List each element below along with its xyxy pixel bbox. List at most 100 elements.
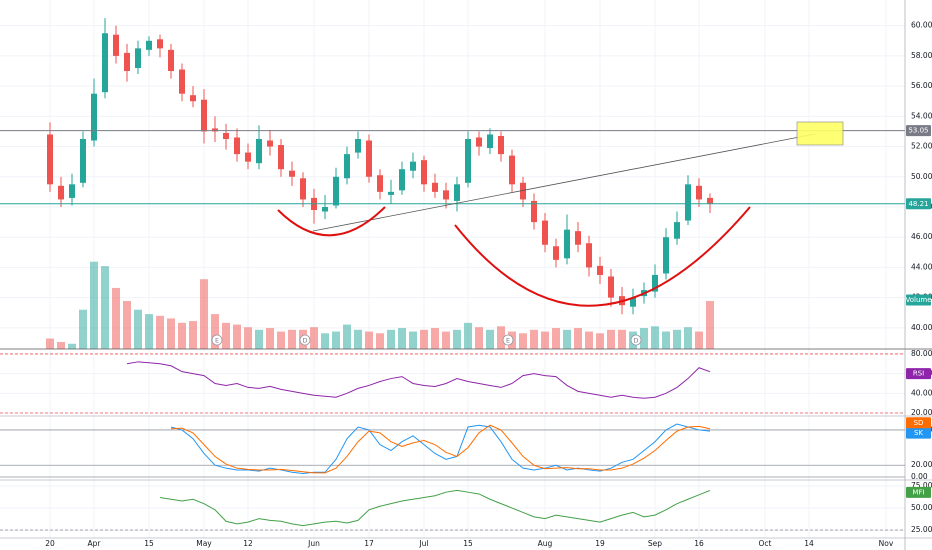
indicator-badge-text: SD	[914, 419, 924, 427]
y-tick-label: 20.00	[911, 460, 932, 469]
volume-bar	[596, 333, 604, 349]
drawings	[277, 121, 844, 307]
y-tick-label: 0.00	[911, 472, 928, 481]
candle-body	[465, 138, 471, 183]
volume-bar	[431, 328, 439, 349]
volume-bar	[57, 342, 65, 349]
y-tick-label: 20.00	[911, 408, 932, 417]
y-tick-label: 60.00	[911, 21, 932, 30]
candle-body	[58, 185, 64, 200]
candle-body	[707, 197, 713, 204]
candle-body	[630, 297, 636, 307]
volume-bar	[541, 331, 549, 349]
indicator-badge-text: SK	[914, 429, 923, 437]
price-line-badge	[906, 198, 931, 210]
volume-bar	[486, 329, 494, 349]
volume-bar	[156, 315, 164, 349]
candle-body	[366, 140, 372, 177]
candle-body	[531, 200, 537, 223]
candle-body	[487, 134, 493, 149]
volume-bar	[673, 329, 681, 349]
volume-bar	[211, 314, 219, 349]
candle-body	[498, 135, 504, 155]
indicator-line	[126, 361, 711, 399]
candle-body	[234, 137, 240, 155]
candle-body	[113, 34, 119, 56]
candle-body	[542, 220, 548, 245]
small-cup-arc	[277, 206, 386, 237]
x-tick-label: Nov	[879, 539, 894, 548]
event-marker	[502, 334, 514, 346]
event-label: E	[215, 337, 219, 345]
volume-bar	[244, 327, 252, 349]
indicator-line	[170, 423, 711, 474]
x-tick-label: Apr	[88, 539, 102, 548]
candle-body	[168, 49, 174, 72]
volume-bar	[442, 331, 450, 349]
volume-bar	[46, 338, 54, 349]
y-tick-label: 52.00	[911, 142, 932, 151]
trend-line	[312, 133, 816, 232]
x-tick-label: Aug	[538, 539, 553, 548]
volume-bar	[563, 329, 571, 349]
candle-body	[685, 184, 691, 221]
candle-body	[300, 178, 306, 200]
candle-body	[432, 182, 438, 192]
volume-bar	[618, 329, 626, 349]
volume-bar	[552, 328, 560, 349]
x-tick-label: 20	[45, 539, 55, 548]
volume-bar	[343, 324, 351, 349]
candle-body	[69, 184, 75, 198]
indicator-badge	[906, 486, 931, 498]
volume-bar	[134, 309, 142, 349]
volume-bar	[68, 343, 76, 349]
indicator-line	[170, 424, 711, 474]
indicator-badge-text: RSI	[913, 370, 924, 378]
volume-bar	[90, 261, 98, 349]
volume-bar	[167, 318, 175, 349]
volume-bar	[651, 326, 659, 349]
candle-body	[278, 145, 284, 170]
x-tick-label: 15	[463, 539, 473, 548]
candle-body	[454, 184, 460, 201]
candle-body	[80, 138, 86, 183]
volume-bar	[387, 329, 395, 349]
indicator-badge-text: MFI	[912, 488, 924, 496]
volume-bar	[354, 329, 362, 349]
candle-body	[663, 237, 669, 274]
volume-bar	[321, 333, 329, 349]
indicator-badge	[906, 368, 931, 380]
volume-bar	[420, 329, 428, 349]
candle-body	[289, 170, 295, 177]
x-tick-label: Jun	[307, 539, 320, 548]
candle-body	[586, 243, 592, 268]
volume-bar	[189, 321, 197, 349]
x-tick-label: Jul	[418, 539, 428, 548]
x-tick-label: Sep	[648, 539, 662, 548]
volume-bar	[409, 331, 417, 349]
candle-body	[520, 182, 526, 200]
volume-bar	[497, 326, 505, 349]
candle-body	[355, 138, 361, 153]
event-marker	[211, 334, 223, 346]
grid-layer	[0, 0, 905, 538]
volume-bar	[464, 322, 472, 349]
volume-bar	[332, 331, 340, 349]
volume-badge-text: Volume	[905, 296, 931, 304]
volume-bar	[310, 327, 318, 349]
y-tick-label: 40.00	[911, 388, 932, 397]
volume-bar	[365, 331, 373, 349]
candle-body	[344, 154, 350, 179]
x-tick-label: 15	[144, 539, 154, 548]
event-marker	[299, 334, 311, 346]
candle-body	[553, 246, 559, 260]
candle-body	[333, 176, 339, 206]
x-tick-label: 16	[694, 539, 704, 548]
volume-bar	[277, 331, 285, 349]
volume-bar	[101, 266, 109, 349]
indicator-badge	[906, 417, 931, 429]
candle-body	[91, 93, 97, 141]
y-tick-label: 44.00	[911, 262, 932, 271]
